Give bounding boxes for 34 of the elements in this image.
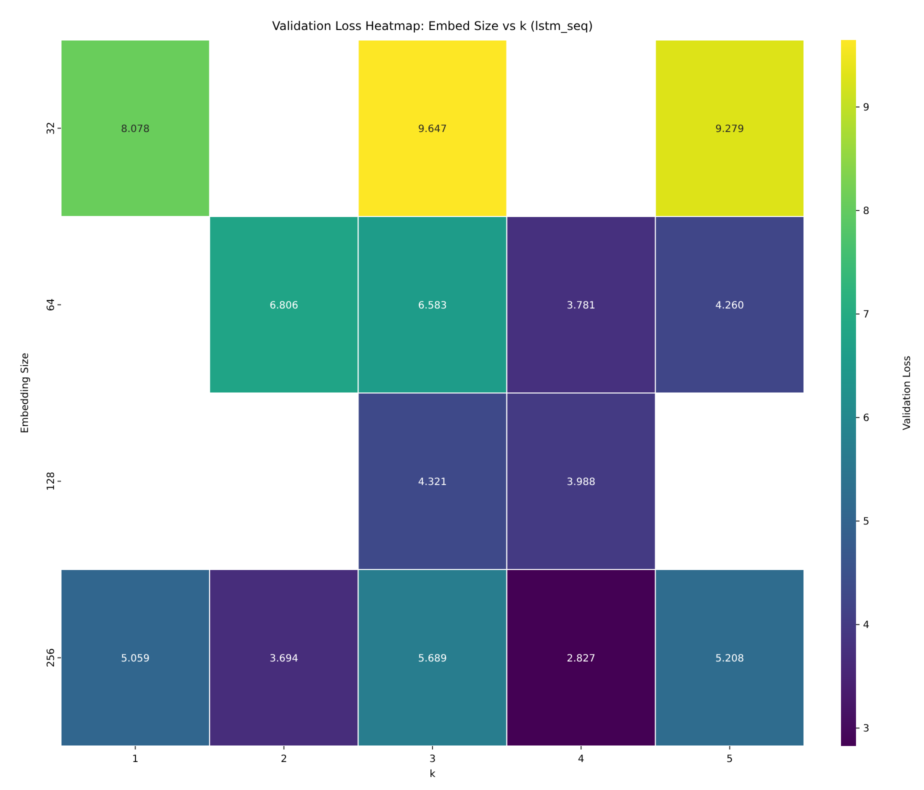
- data-label: 4.260: [715, 300, 744, 312]
- x-axis-title: k: [430, 769, 436, 780]
- color-bar-label: 4: [863, 620, 870, 632]
- color-bar-label: 5: [863, 516, 870, 528]
- chart-title: Validation Loss Heatmap: Embed Size vs k (lstm_seq): [272, 19, 593, 33]
- color-bar-label: 8: [863, 206, 870, 217]
- data-label: 5.689: [418, 653, 447, 664]
- data-label: 2.827: [566, 653, 596, 664]
- color-bar-label: 6: [863, 413, 870, 424]
- y-tick-label: 128: [46, 472, 57, 491]
- color-bar-label: 3: [863, 724, 870, 735]
- color-bar-label: 9: [863, 102, 870, 114]
- x-tick-label: 1: [132, 754, 138, 765]
- data-label: 9.279: [715, 124, 744, 135]
- data-label: 6.583: [418, 300, 447, 312]
- data-label: 6.806: [270, 300, 298, 312]
- x-tick-label: 2: [280, 754, 288, 765]
- data-label: 3.781: [566, 300, 596, 312]
- data-label: 4.321: [418, 476, 447, 488]
- data-label: 9.647: [418, 124, 447, 135]
- data-label: 5.059: [120, 653, 150, 664]
- y-tick-label: 256: [46, 648, 57, 668]
- data-label: 5.208: [715, 653, 744, 664]
- y-axis-title: Embedding Size: [20, 352, 31, 434]
- x-tick-label: 3: [429, 754, 436, 765]
- data-label: 3.694: [270, 653, 298, 664]
- data-label: 3.988: [566, 476, 596, 488]
- color-bar-label: 7: [863, 310, 870, 321]
- color-bar-title: Validation Loss: [902, 356, 913, 430]
- y-tick-label: 32: [46, 122, 57, 135]
- x-tick-label: 5: [726, 754, 733, 765]
- y-tick-label: 64: [46, 298, 57, 312]
- x-tick-label: 4: [578, 754, 584, 765]
- data-label: 8.078: [120, 124, 150, 135]
